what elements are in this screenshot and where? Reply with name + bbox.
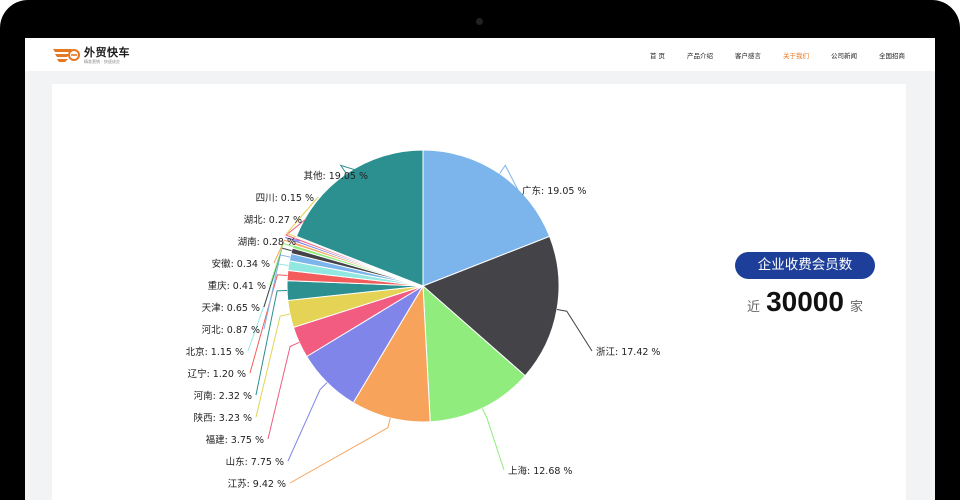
pie-label-3: 上海: 12.68 % [508,465,572,477]
pie-leader-line-17 [285,196,319,238]
member-count: 近 30000 家 [735,286,875,322]
pie-label-18: 其他: 19.05 % [304,170,368,182]
pie-label-13: 重庆: 0.41 % [208,280,266,292]
nav-about[interactable]: 关于我们 [783,51,809,60]
count-value: 30000 [766,286,844,317]
pie-leader-line-15 [285,237,301,242]
pie-label-11: 河北: 0.87 % [202,324,260,336]
site-name: 外贸快车 [84,45,130,59]
pie-leader-line-5 [287,382,328,462]
pie-leader-line-1 [499,164,519,191]
logo-wing-icon [53,49,80,62]
pie-leader-line-6 [267,341,300,440]
pie-label-1: 广东: 19.05 % [522,185,586,197]
pie-label-17: 四川: 0.15 % [256,193,314,204]
pie-leader-line-18 [339,164,373,176]
pie-leader-line-2 [556,308,593,352]
pie-label-4: 江苏: 9.42 % [228,478,286,490]
count-prefix: 近 [747,300,761,315]
pie-label-6: 福建: 3.75 % [206,434,264,446]
nav-products[interactable]: 产品介绍 [687,51,713,60]
pie-label-8: 河南: 2.32 % [194,390,252,402]
pie-label-7: 陕西: 3.23 % [194,412,252,424]
pie-label-12: 天津: 0.65 % [202,303,260,314]
pie-leader-line-8 [255,290,288,396]
pie-chart: 广东: 19.05 % 浙江: 17.42 % 上海: 12.68 % 江苏: 9.4… [186,149,660,490]
member-count-badge: 企业收费会员数 [735,252,875,279]
nav-testimonials[interactable]: 客户感言 [735,51,761,60]
pie-label-10: 北京: 1.15 % [186,346,244,358]
nav-home[interactable]: 首 页 [649,51,665,60]
pie-leader-line-16 [285,218,307,240]
pie-leader-line-7 [255,313,291,418]
nav-news[interactable]: 公司新闻 [831,51,857,60]
screen: 外贸快车 精准营销 · 快速成交 首 页 产品介绍 客户感言 关于我们 公司新闻… [25,38,935,500]
count-suffix: 家 [849,300,863,315]
pie-leader-line-14 [273,239,295,264]
pie-label-5: 山东: 7.75 % [226,456,284,468]
camera-dot [476,18,483,25]
pie-leader-line-9 [249,274,288,374]
pie-label-9: 辽宁: 1.20 % [188,368,246,380]
main-nav: 首 页 产品介绍 客户感言 关于我们 公司新闻 全国招商 [628,38,905,71]
pie-leader-line-3 [481,408,505,471]
pie-label-15: 湖南: 0.28 % [238,236,296,248]
pie-label-14: 安徽: 0.34 % [212,258,270,270]
nav-franchise[interactable]: 全国招商 [879,51,905,60]
pie-slice-4[interactable] [352,284,431,423]
site-logo[interactable]: 外贸快车 精准营销 · 快速成交 [52,45,130,65]
content-card: 广东: 19.05 % 浙江: 17.42 % 上海: 12.68 % 江苏: 9.4… [52,84,906,500]
top-navbar: 外贸快车 精准营销 · 快速成交 首 页 产品介绍 客户感言 关于我们 公司新闻… [25,38,935,71]
pie-slice-1[interactable] [422,149,551,287]
pie-leader-line-4 [289,417,391,484]
site-slogan: 精准营销 · 快速成交 [84,58,120,64]
pie-label-2: 浙江: 17.42 % [596,346,660,358]
pie-slice-3[interactable] [422,284,526,423]
pie-slice-18[interactable] [295,149,424,287]
pie-slice-2[interactable] [422,235,560,377]
pie-label-16: 湖北: 0.27 % [244,215,302,226]
